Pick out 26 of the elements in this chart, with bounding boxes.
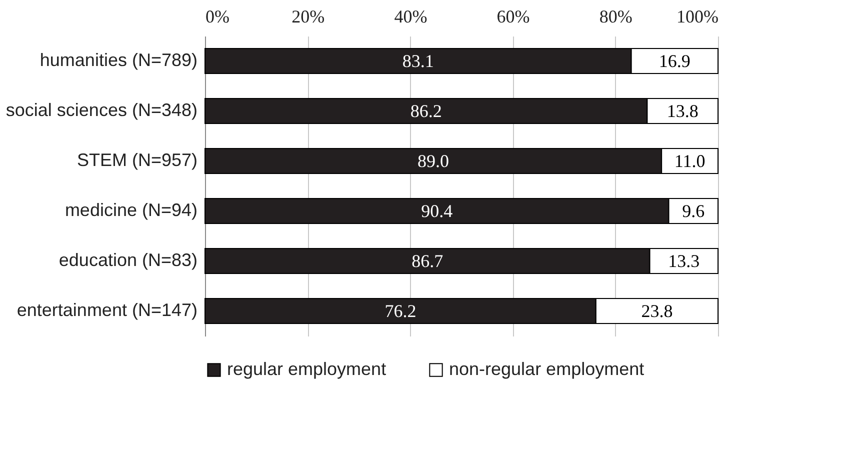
y-tick-label: STEM (N=957) [76, 150, 198, 170]
x-tick-label: 0% [206, 6, 230, 26]
data-label: 86.7 [412, 251, 444, 271]
y-tick-label: education (N=83) [58, 250, 198, 270]
data-label: 9.6 [682, 201, 705, 221]
data-label: 23.8 [641, 301, 673, 321]
legend-label: regular employment [227, 359, 386, 379]
data-label: 86.2 [410, 101, 442, 121]
legend-label: non-regular employment [449, 359, 644, 379]
x-tick-label: 80% [599, 6, 632, 26]
x-tick-label: 60% [496, 6, 530, 26]
data-label: 16.9 [658, 51, 690, 71]
data-label: 76.2 [384, 301, 416, 321]
x-tick-label: 100% [676, 6, 718, 26]
y-tick-label: social sciences (N=348) [6, 100, 198, 120]
y-tick-label: medicine (N=94) [64, 200, 198, 220]
data-label: 11.0 [674, 151, 706, 171]
data-label: 90.4 [421, 201, 453, 221]
data-label: 83.1 [402, 51, 434, 71]
data-label: 13.3 [668, 251, 700, 271]
x-tick-label: 20% [292, 6, 325, 26]
data-label: 13.8 [666, 101, 698, 121]
y-tick-label: entertainment (N=147) [16, 300, 198, 320]
data-label: 89.0 [418, 151, 450, 171]
x-tick-label: 40% [394, 6, 428, 26]
y-tick-label: humanities (N=789) [40, 50, 198, 70]
